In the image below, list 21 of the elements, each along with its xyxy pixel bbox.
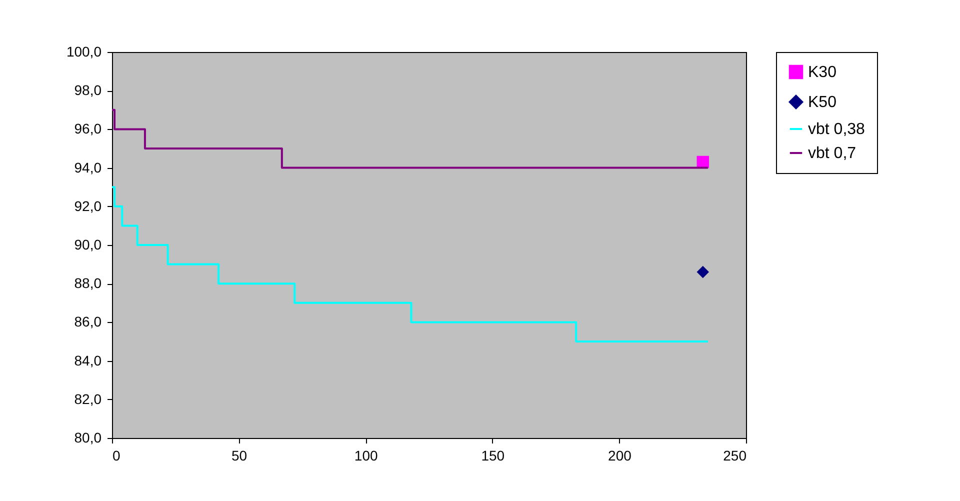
x-tick-label: 250 — [723, 448, 747, 464]
legend-label: vbt 0,7 — [808, 145, 856, 162]
legend-label: K50 — [808, 94, 837, 111]
x-tick-label: 0 — [112, 448, 120, 464]
x-tick-label: 100 — [354, 448, 378, 464]
y-tick-label: 86,0 — [74, 314, 102, 330]
legend-label: vbt 0,38 — [808, 121, 866, 138]
y-tick-label: 82,0 — [74, 390, 102, 407]
legend-label: K30 — [808, 64, 837, 81]
y-tick-label: 100,0 — [66, 44, 102, 60]
y-tick-label: 84,0 — [74, 352, 102, 368]
x-tick-label: 50 — [232, 448, 248, 464]
y-tick-label: 98,0 — [74, 82, 102, 98]
y-tick-label: 92,0 — [74, 198, 102, 214]
y-tick-label: 88,0 — [74, 275, 102, 292]
y-tick-label: 80,0 — [74, 430, 102, 446]
y-tick-label: 96,0 — [74, 120, 102, 137]
x-tick-label: 200 — [608, 448, 632, 464]
y-tick-label: 94,0 — [74, 159, 102, 176]
y-tick-label: 90,0 — [74, 236, 102, 252]
x-tick-label: 150 — [481, 448, 505, 464]
